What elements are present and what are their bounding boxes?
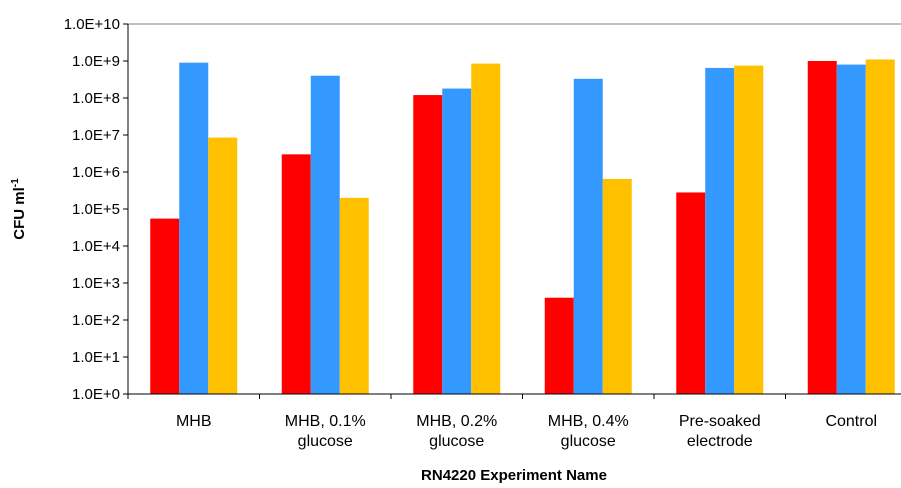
x-category-label-line: MHB, 0.1%: [285, 413, 366, 430]
y-tick-label: 1.0E+9: [72, 53, 120, 70]
x-category-label-line: glucose: [429, 433, 484, 450]
bar: [150, 218, 180, 394]
x-category-label: Pre-soaked electrode: [679, 413, 761, 450]
y-tick-label: 1.0E+2: [72, 312, 120, 329]
y-axis-title: CFU ml-1: [10, 178, 28, 240]
bar: [836, 64, 866, 395]
plot-area-frame: [127, 23, 901, 395]
bar: [471, 63, 501, 394]
y-axis-title-text: CFU ml: [11, 187, 28, 240]
x-category-label-line: Pre-soaked: [679, 413, 761, 430]
x-category-label-line: MHB, 0.2%: [416, 413, 497, 430]
bar: [544, 297, 574, 394]
x-category-label-line: MHB: [176, 413, 212, 430]
x-category-label: MHB, 0.1% glucose: [285, 413, 366, 450]
x-category-label-line: electrode: [687, 433, 753, 450]
bar: [339, 197, 369, 394]
x-category-label: MHB, 0.4% glucose: [548, 413, 629, 450]
bar: [310, 75, 340, 394]
y-tick-label: 1.0E+4: [72, 238, 120, 255]
y-axis-title-superscript: -1: [10, 178, 21, 187]
y-tick-label: 1.0E+0: [72, 386, 120, 403]
bar: [413, 95, 443, 394]
x-category-label-line: Control: [825, 413, 877, 430]
bar: [179, 62, 209, 395]
x-category-label-line: glucose: [561, 433, 616, 450]
x-category-label: MHB: [176, 413, 212, 430]
bar: [602, 178, 632, 394]
x-category-label-line: glucose: [298, 433, 353, 450]
bar: [442, 88, 472, 394]
y-tick-label: 1.0E+6: [72, 164, 120, 181]
y-tick-label: 1.0E+8: [72, 90, 120, 107]
bars-group: [150, 59, 895, 395]
y-tick-label: 1.0E+5: [72, 201, 120, 218]
y-tick-label: 1.0E+3: [72, 275, 120, 292]
bar: [573, 78, 603, 394]
bar: [208, 137, 238, 394]
bar: [865, 59, 895, 394]
y-tick-label: 1.0E+7: [72, 127, 120, 144]
y-tick-label: 1.0E+10: [64, 16, 120, 33]
y-tick-label: 1.0E+1: [72, 349, 120, 366]
bar: [676, 192, 706, 394]
bar: [734, 65, 764, 394]
bar: [807, 61, 837, 394]
bar: [281, 154, 311, 394]
x-category-label: MHB, 0.2% glucose: [416, 413, 497, 450]
x-axis-title: RN4220 Experiment Name: [421, 467, 607, 484]
x-category-label-line: MHB, 0.4%: [548, 413, 629, 430]
x-category-label: Control: [825, 413, 877, 430]
bar: [705, 67, 735, 394]
y-axis-ticks: 1.0E+0 1.0E+1 1.0E+2 1.0E+3 1.0E+4 1.0E+5 1.0E…: [64, 16, 128, 403]
